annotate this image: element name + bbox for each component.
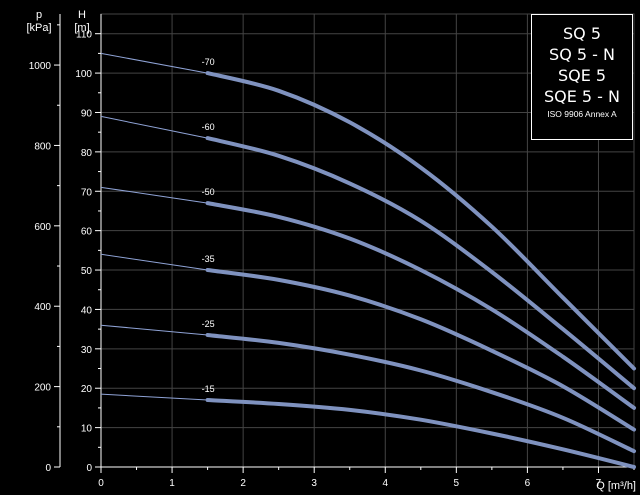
h-tick-label: 70	[81, 187, 93, 198]
p-axis-unit: [kPa]	[26, 22, 51, 34]
x-tick-label: 6	[525, 478, 531, 489]
p-tick-label: 400	[34, 302, 51, 313]
curve-extension	[100, 324, 208, 336]
curve-extension	[100, 253, 208, 271]
p-tick-label: 800	[34, 141, 51, 152]
series-label: -70	[202, 57, 215, 67]
x-tick-label: 5	[454, 478, 460, 489]
grid	[100, 13, 635, 468]
h-tick-label: 110	[76, 30, 92, 41]
x-tick-label: 0	[98, 478, 104, 489]
p-tick-label: 600	[34, 222, 51, 233]
h-tick-label: 0	[86, 463, 92, 474]
h-tick-label: 30	[81, 345, 93, 356]
curve-series	[205, 71, 636, 371]
curve-series	[205, 268, 636, 432]
x-tick-label: 4	[382, 478, 388, 489]
h-tick-label: 10	[81, 424, 93, 435]
curve-series	[205, 398, 636, 469]
h-axis-symbol: H	[78, 9, 86, 21]
p-tick-label: 200	[34, 383, 51, 394]
h-tick-label: 100	[75, 69, 92, 80]
series-label: -50	[202, 187, 215, 197]
legend-line-1: SQ 5	[562, 24, 601, 43]
p-axis-symbol: p	[36, 9, 42, 21]
x-tick-label: 7	[596, 478, 602, 489]
curve-series	[205, 333, 636, 454]
x-axis-label: Q [m³/h]	[596, 480, 636, 492]
curve-series	[205, 136, 636, 391]
legend-line-2: SQ 5 - N	[549, 45, 615, 64]
curve-series	[205, 201, 636, 410]
h-axis-unit: [m]	[74, 22, 89, 34]
x-tick-label: 2	[240, 478, 246, 489]
x-tick-label: 1	[169, 478, 175, 489]
series-label: -35	[202, 254, 215, 264]
series-label: -15	[202, 384, 215, 394]
h-tick-label: 90	[81, 108, 93, 119]
legend-line-4: SQE 5 - N	[543, 87, 621, 106]
x-tick-label: 3	[311, 478, 317, 489]
curves	[100, 52, 636, 469]
curve-extension	[100, 115, 208, 139]
series-label: -25	[202, 319, 215, 329]
p-tick-label: 0	[45, 463, 51, 474]
legend-box: SQ 5 SQ 5 - N SQE 5 SQE 5 - N ISO 9906 A…	[531, 14, 633, 140]
series-label: -60	[202, 122, 215, 132]
axes	[54, 14, 635, 473]
h-tick-label: 50	[81, 266, 93, 277]
h-tick-label: 20	[81, 384, 93, 395]
curve-extension	[100, 52, 208, 74]
h-tick-label: 60	[81, 227, 93, 238]
h-tick-label: 80	[81, 148, 93, 159]
labels: 0102030405060708090100110020040060080010…	[26, 9, 636, 492]
legend-line-3: SQE 5	[557, 66, 607, 85]
h-tick-label: 40	[81, 305, 93, 316]
curve-extension	[100, 393, 208, 401]
curve-extension	[100, 186, 208, 204]
legend-note: ISO 9906 Annex A	[547, 109, 617, 119]
p-tick-label: 1000	[29, 61, 52, 72]
